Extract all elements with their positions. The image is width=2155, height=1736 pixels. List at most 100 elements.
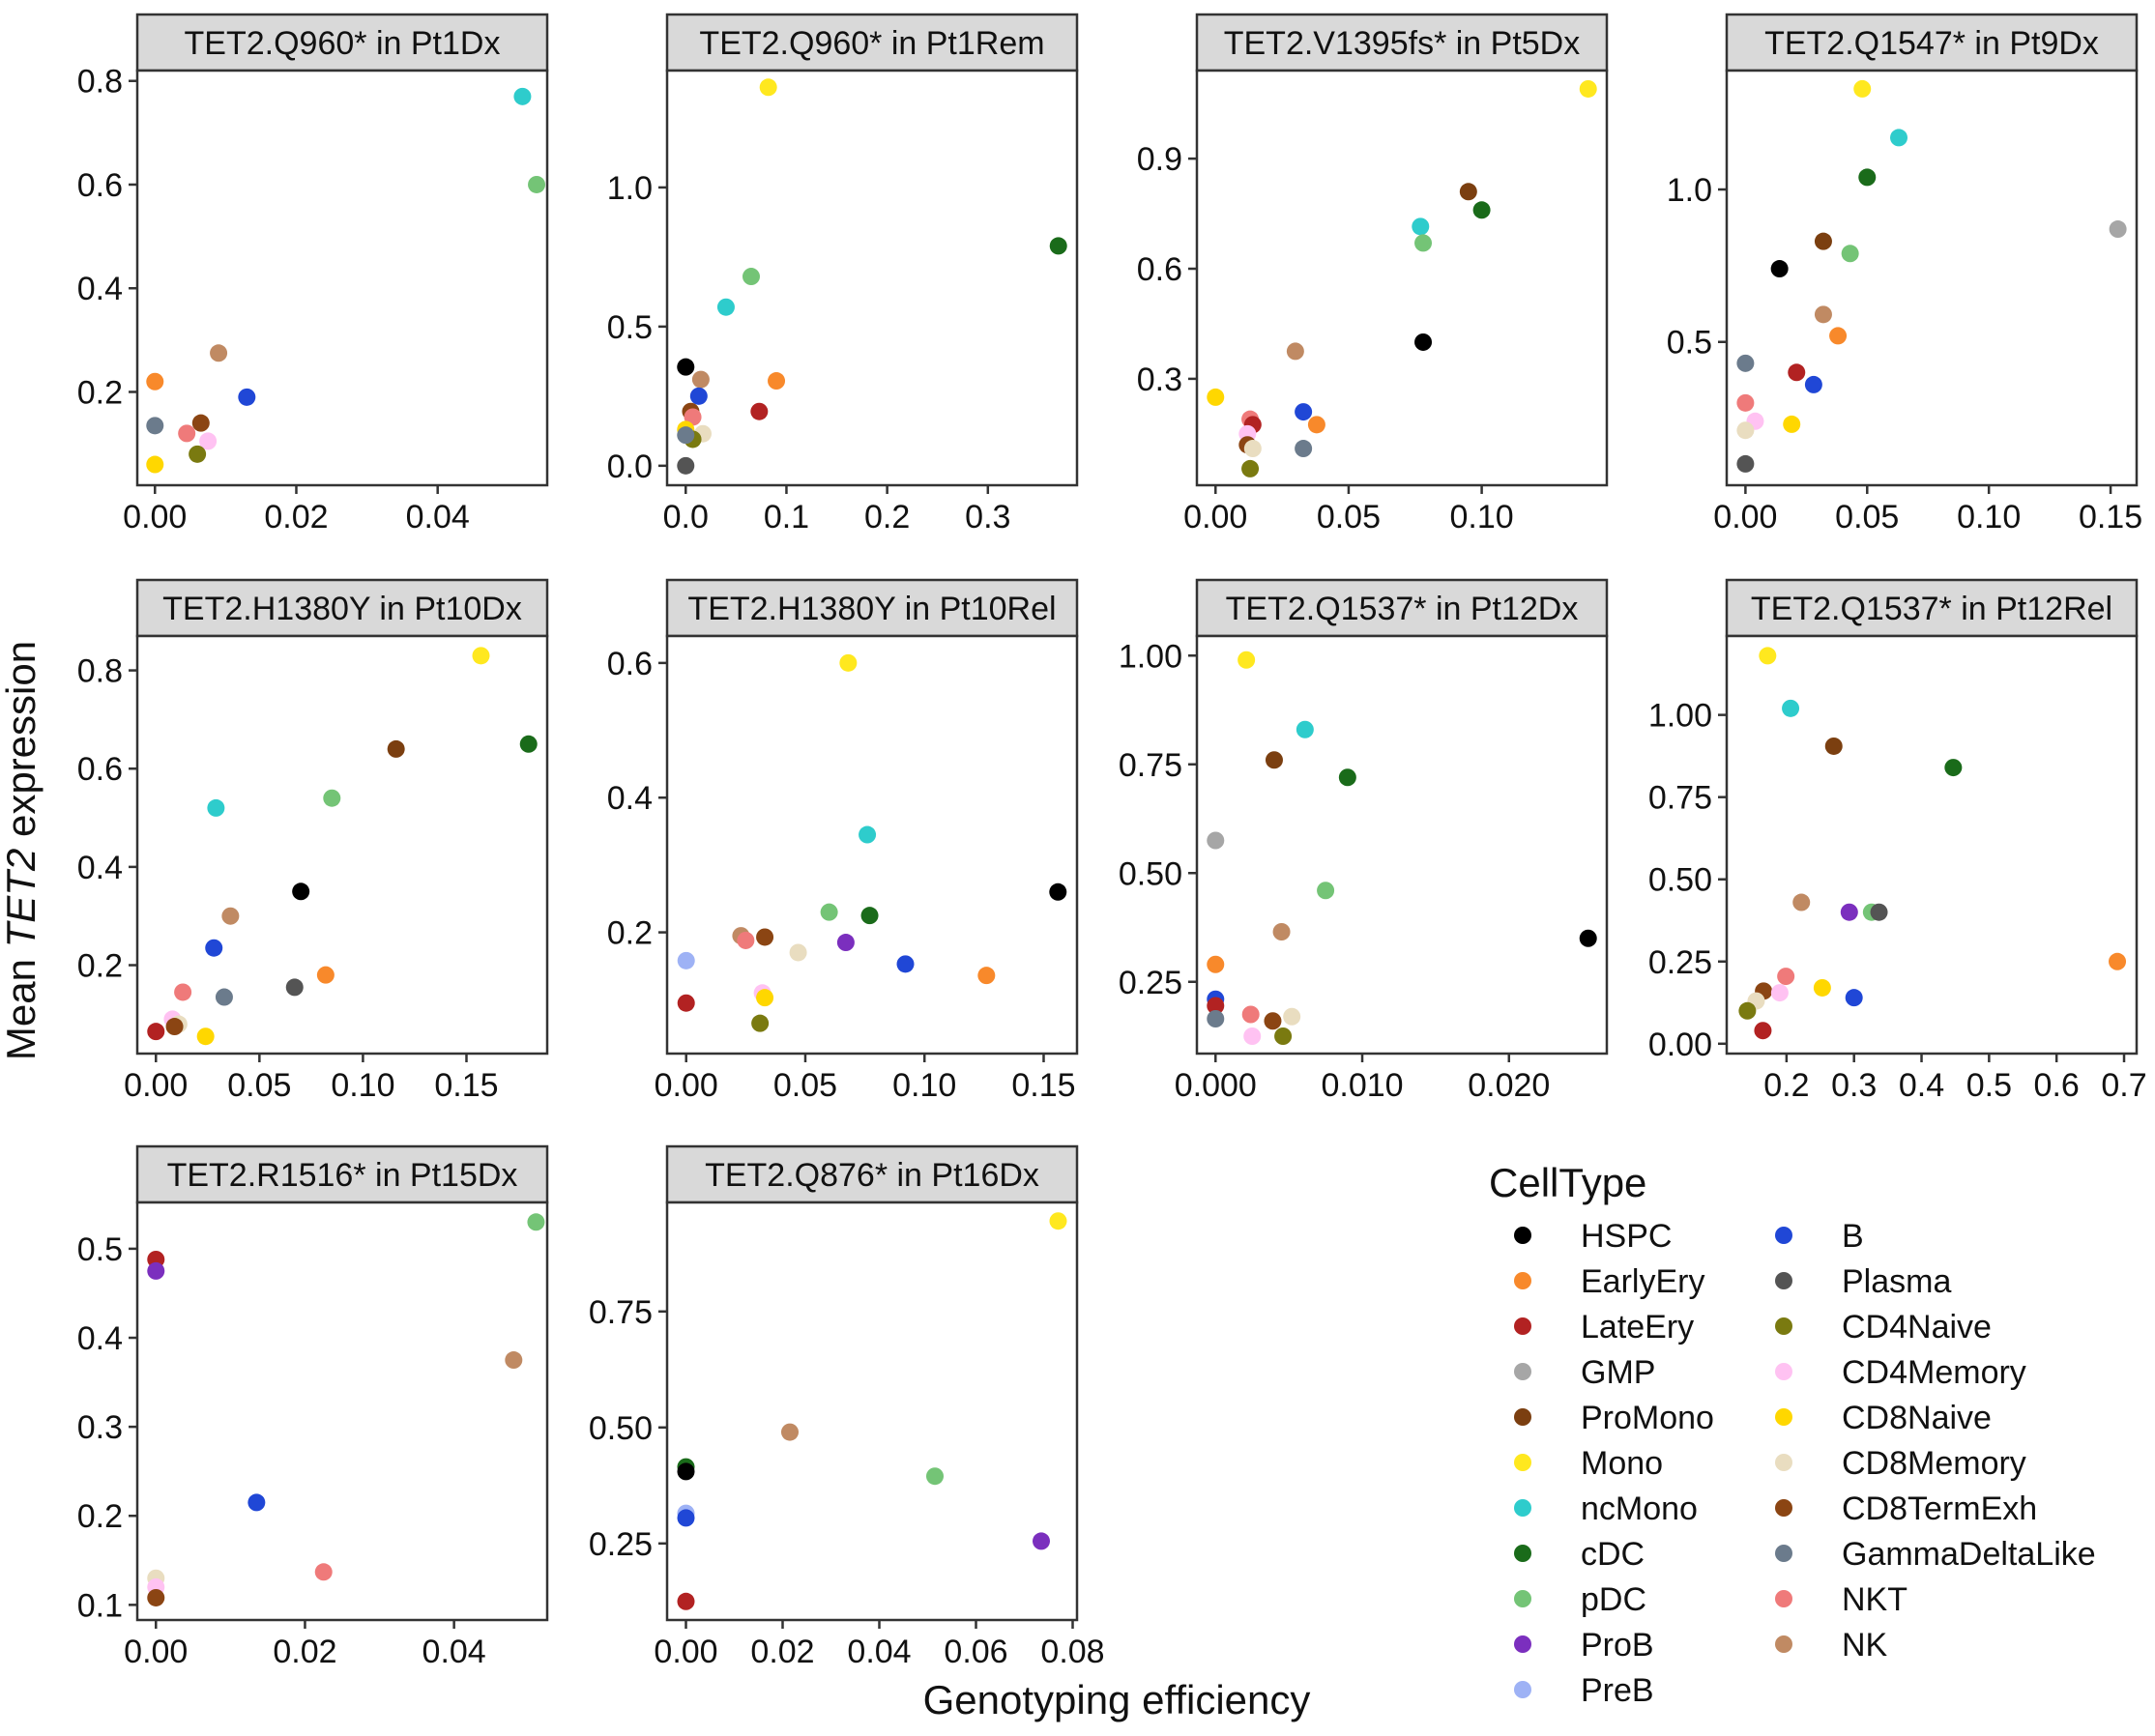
facet-title: TET2.H1380Y in Pt10Rel xyxy=(687,591,1056,627)
data-point-b xyxy=(205,939,223,957)
x-tick-label: 0.10 xyxy=(331,1067,394,1104)
panel-border xyxy=(1725,69,2139,487)
legend-label: PreB xyxy=(1581,1672,1654,1709)
data-point-plasma xyxy=(1736,454,1755,473)
facet-panel: TET2.Q1537* in Pt12Dx 0.000 0.010 0.020 0.25… xyxy=(1119,578,1609,1104)
x-tick-label: 0.2 xyxy=(864,499,910,535)
y-tick-label: 0.4 xyxy=(607,780,653,817)
data-point-nkt xyxy=(1241,1005,1260,1024)
data-point-cd8naive xyxy=(146,455,164,474)
data-point-cd8memory xyxy=(789,943,807,962)
x-tick-label: 0.02 xyxy=(264,499,328,535)
y-tick-label: 1.0 xyxy=(1667,172,1712,209)
data-point-gammadeltalike xyxy=(1207,1010,1225,1027)
data-point-lateery xyxy=(677,1592,695,1610)
data-point-pdc xyxy=(1841,245,1859,263)
legend-key-b xyxy=(1775,1227,1792,1244)
facet-panel: TET2.Q1547* in Pt9Dx 0.00 0.05 0.10 0.15 0.5 1… xyxy=(1667,13,2142,535)
x-tick-label: 0.00 xyxy=(123,499,187,535)
data-point-hspc xyxy=(677,358,695,376)
data-point-nkt xyxy=(174,983,192,1001)
data-point-prob xyxy=(1033,1532,1050,1550)
x-tick-label: 0.02 xyxy=(750,1634,814,1670)
data-point-cd8naive xyxy=(1813,978,1831,997)
x-tick-label: 0.3 xyxy=(1831,1067,1877,1104)
data-point-cd4naive xyxy=(189,445,207,463)
y-tick-label: 0.2 xyxy=(77,374,123,411)
y-tick-label: 0.5 xyxy=(77,1231,123,1268)
data-point-earlyery xyxy=(1829,327,1848,345)
legend-key-gammadeltalike xyxy=(1775,1545,1792,1562)
legend-key-cd8termexh xyxy=(1775,1499,1792,1517)
data-point-pdc xyxy=(323,789,341,807)
data-point-pdc xyxy=(1414,234,1433,252)
data-point-b xyxy=(1295,403,1313,421)
data-point-earlyery xyxy=(1207,955,1225,973)
panel-border xyxy=(1195,69,1609,487)
data-point-nkt xyxy=(314,1563,333,1581)
data-point-gammadeltalike xyxy=(146,417,164,435)
legend-key-plasma xyxy=(1775,1272,1792,1289)
data-point-lateery xyxy=(147,1023,165,1041)
data-point-cdc xyxy=(519,735,538,753)
legend-label: ProMono xyxy=(1581,1400,1714,1436)
data-point-nk xyxy=(221,907,240,925)
data-point-b xyxy=(896,955,915,973)
data-point-promono xyxy=(1824,737,1843,755)
panel-border xyxy=(665,634,1079,1056)
data-point-hspc xyxy=(1414,333,1433,351)
x-tick-label: 0.4 xyxy=(1899,1067,1944,1104)
data-point-cd4memory xyxy=(1243,1027,1262,1045)
x-tick-label: 0.10 xyxy=(1957,499,2021,535)
data-point-cdc xyxy=(1944,759,1963,777)
data-point-cd4naive xyxy=(1241,459,1260,477)
legend-label: ncMono xyxy=(1581,1490,1698,1527)
legend-label: pDC xyxy=(1581,1581,1646,1618)
data-point-cd8memory xyxy=(1283,1007,1301,1026)
x-tick-label: 0.7 xyxy=(2101,1067,2146,1104)
y-tick-label: 0.5 xyxy=(1667,325,1712,362)
legend-key-cdc xyxy=(1514,1545,1531,1562)
data-point-nk xyxy=(1272,923,1291,940)
data-point-earlyery xyxy=(146,372,164,391)
legend-key-cd4memory xyxy=(1775,1363,1792,1380)
facet-title: TET2.R1516* in Pt15Dx xyxy=(167,1157,518,1194)
data-point-nkt xyxy=(1777,968,1795,986)
y-tick-label: 0.4 xyxy=(77,1320,123,1357)
facet-strip xyxy=(135,13,549,72)
y-tick-label: 0.8 xyxy=(77,64,123,101)
data-point-cdc xyxy=(1472,201,1491,219)
panel-border xyxy=(135,634,549,1056)
legend-key-ncmono xyxy=(1514,1499,1531,1517)
data-point-mono xyxy=(472,647,490,665)
x-tick-label: 0.1 xyxy=(764,499,809,535)
y-tick-label: 1.00 xyxy=(1648,698,1712,735)
legend-label: NKT xyxy=(1842,1581,1907,1618)
y-tick-label: 0.75 xyxy=(589,1294,653,1331)
x-tick-label: 0.04 xyxy=(847,1634,911,1670)
legend-items: HSPC EarlyEry LateEry GMP ProMono Mono ncMono c… xyxy=(1514,1218,2096,1709)
legend-key-cd8memory xyxy=(1775,1454,1792,1471)
facet-title: TET2.Q960* in Pt1Rem xyxy=(699,25,1044,62)
y-tick-label: 0.8 xyxy=(77,653,123,690)
data-point-mono xyxy=(1579,79,1597,98)
data-point-cd8naive xyxy=(196,1027,215,1046)
legend-key-earlyery xyxy=(1514,1272,1531,1289)
data-point-lateery xyxy=(1788,363,1806,382)
y-tick-label: 0.50 xyxy=(1648,862,1712,899)
data-point-ncmono xyxy=(207,798,225,817)
data-point-cd8naive xyxy=(1783,415,1801,433)
data-point-nk xyxy=(1286,342,1304,361)
data-point-cd8termexh xyxy=(756,928,774,946)
y-tick-label: 0.25 xyxy=(589,1526,653,1563)
data-point-lateery xyxy=(677,994,695,1012)
legend-title: CellType xyxy=(1489,1160,1646,1205)
data-point-b xyxy=(689,387,708,405)
x-axis-title: Genotyping efficiency xyxy=(923,1677,1311,1722)
facet-title: TET2.Q1537* in Pt12Rel xyxy=(1751,591,2112,627)
panel-border xyxy=(665,69,1079,487)
data-point-cd8termexh xyxy=(165,1018,184,1036)
x-tick-label: 0.000 xyxy=(1175,1067,1257,1104)
x-tick-label: 0.010 xyxy=(1321,1067,1403,1104)
